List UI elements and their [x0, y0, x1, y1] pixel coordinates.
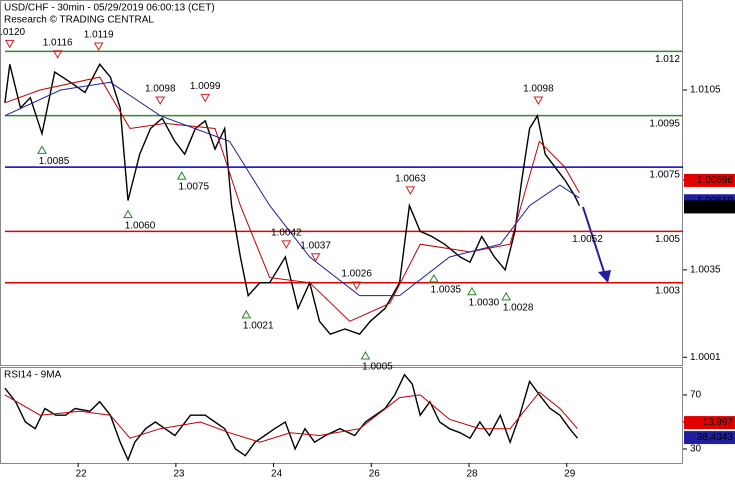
x-tick-label: 26 [369, 469, 381, 480]
price-tag-label: 1.00698 [697, 175, 734, 186]
y-tick-label: 70 [690, 390, 702, 401]
level-label: 1.0095 [649, 118, 680, 129]
series-line [4, 63, 581, 336]
level-label: 1.0075 [649, 170, 680, 181]
high-label: 1.0026 [341, 269, 372, 280]
high-marker [533, 96, 544, 105]
level-label: 1.005 [655, 234, 680, 245]
series-line [4, 76, 580, 322]
low-label: 1.0035 [431, 285, 462, 296]
low-label: 1.0060 [125, 220, 156, 231]
low-label: 1.0030 [469, 297, 500, 308]
value-tag-label: 38.4343 [697, 432, 734, 443]
low-label: 1.0028 [503, 303, 534, 314]
price-panel-frame [0, 0, 683, 366]
low-marker [428, 273, 439, 283]
chart-title: USD/CHF - 30min - 05/29/2019 06:00:13 (C… [4, 3, 215, 14]
high-marker [351, 281, 362, 291]
y-tick-label: 1.0001 [690, 352, 721, 363]
high-label: 1.0042 [271, 228, 302, 239]
rsi-panel-frame [0, 367, 683, 464]
low-label: 1.0005 [362, 362, 393, 373]
high-label: 1.0063 [395, 174, 426, 185]
x-tick-label: 23 [173, 469, 185, 480]
high-marker [310, 253, 321, 262]
series-line [4, 391, 578, 443]
x-tick-label: 22 [76, 469, 88, 480]
chart-subtitle: Research © TRADING CENTRAL [4, 15, 154, 26]
high-marker [52, 50, 63, 59]
high-marker [155, 96, 166, 105]
low-label: 1.0021 [243, 321, 274, 332]
value-tag [684, 431, 735, 445]
series-line [4, 81, 580, 297]
forecast-arrow [582, 206, 611, 283]
low-marker [360, 350, 371, 360]
price-tag [684, 173, 735, 187]
high-label: 1.0119 [84, 30, 114, 41]
low-marker [176, 171, 187, 180]
value-tag [684, 416, 735, 430]
level-label: 1.003 [655, 285, 680, 296]
low-marker [467, 286, 477, 296]
rsi-title: RSI14 - 9MA [4, 370, 62, 381]
high-marker [4, 39, 15, 49]
high-marker [281, 240, 292, 249]
value-tag-label: 13.997 [702, 417, 733, 428]
high-label: 1.0098 [145, 84, 176, 95]
low-marker [241, 309, 252, 319]
high-label: 1.0099 [190, 81, 221, 92]
series-line [4, 373, 579, 462]
target-label: 1.0052 [572, 234, 603, 245]
low-label: 1.0075 [178, 182, 209, 193]
high-marker [405, 186, 416, 195]
low-marker [501, 291, 512, 301]
x-tick-label: 29 [564, 469, 576, 480]
high-label: 1.0037 [300, 240, 331, 251]
low-label: 1.0085 [39, 156, 70, 167]
level-label: 1.012 [655, 54, 680, 65]
x-tick-label: 24 [271, 469, 283, 480]
high-label: 1.0098 [523, 84, 554, 95]
high-marker [200, 93, 211, 103]
x-tick-label: 28 [466, 469, 478, 480]
low-marker [37, 145, 47, 154]
y-tick-label: 1.0035 [690, 265, 721, 276]
price-tag-label: 1.00595 [697, 202, 734, 213]
y-tick-label: 1.0105 [690, 85, 721, 96]
price-tag [684, 200, 735, 214]
low-marker [123, 209, 133, 219]
high-label: 1.0120 [0, 27, 25, 38]
high-label: 1.0116 [43, 37, 73, 48]
y-tick-label: 30 [690, 444, 702, 455]
high-marker [93, 42, 104, 51]
